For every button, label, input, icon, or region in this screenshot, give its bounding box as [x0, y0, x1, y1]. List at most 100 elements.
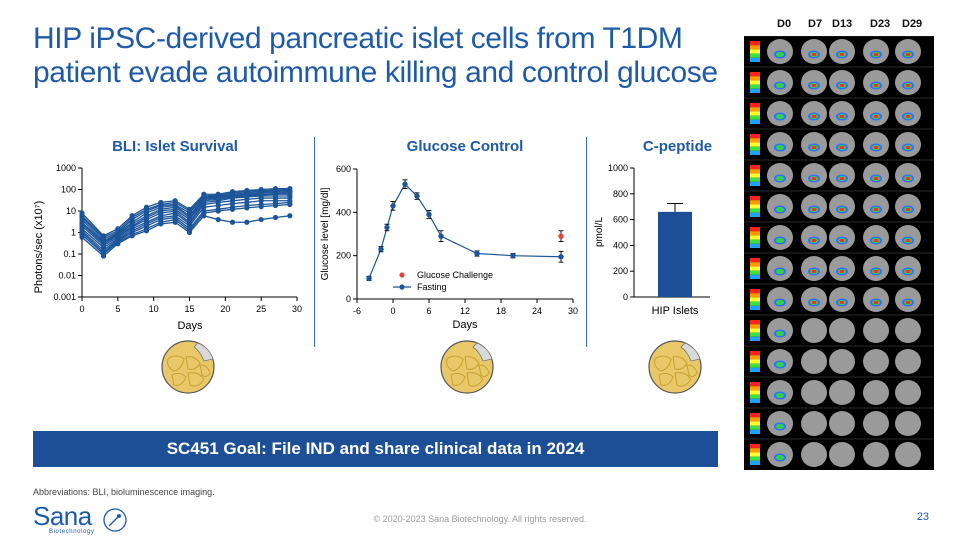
bli-data-point	[229, 206, 236, 212]
bli-signal	[873, 176, 879, 181]
mouse-silhouette	[801, 411, 827, 436]
y-tick-label: 1000	[608, 163, 628, 173]
bli-data-point	[143, 228, 150, 234]
bli-scale-segment	[750, 324, 760, 329]
bli-signal	[776, 454, 784, 461]
cpeptide-bar	[658, 211, 692, 297]
x-tick-label: -6	[353, 306, 361, 316]
bli-data-point	[201, 204, 207, 210]
sana-logo: Sana Biotechnology	[33, 501, 127, 535]
legend-label-fasting: Fasting	[417, 282, 447, 292]
bli-data-point	[186, 229, 193, 236]
glucose-data-point	[378, 246, 384, 252]
x-tick-label: 0	[390, 306, 395, 316]
bli-scale-segment	[750, 332, 760, 337]
day-label: D7	[808, 18, 823, 30]
bli-scale-segment	[750, 243, 760, 248]
bli-scale-segment	[750, 270, 760, 275]
bli-scale-segment	[750, 107, 760, 112]
glucose-data-point	[438, 233, 444, 239]
bli-scale-segment	[750, 84, 760, 89]
bli-scale-segment	[750, 293, 760, 298]
bli-signal	[873, 145, 879, 150]
bli-scale-segment	[750, 398, 760, 403]
y-tick-label: 0.001	[53, 292, 76, 302]
bli-scale-segment	[750, 150, 760, 155]
bli-scale-segment	[750, 274, 760, 279]
bli-data-point	[229, 219, 236, 225]
bli-signal	[776, 299, 784, 306]
bli-scale-segment	[750, 425, 760, 430]
bli-scale-segment	[750, 138, 760, 143]
legend-marker-fasting	[399, 284, 405, 290]
mouse-silhouette	[895, 411, 921, 436]
glucose-panel-title: Glucose Control	[406, 138, 524, 155]
bli-data-point	[244, 205, 250, 211]
day-label: D13	[832, 18, 853, 30]
bli-scale-segment	[750, 76, 760, 81]
bli-data-point	[215, 208, 221, 214]
y-tick-label: 0	[346, 294, 351, 304]
bli-scale-segment	[750, 119, 760, 124]
mouse-silhouette	[801, 318, 827, 343]
bli-scale-segment	[750, 72, 760, 77]
bli-data-point	[100, 253, 107, 259]
slide-title-line-2: patient evade autoimmune killing and con…	[33, 56, 718, 89]
bli-signal	[811, 114, 817, 119]
bli-scale-segment	[750, 390, 760, 395]
bli-data-point	[215, 216, 221, 223]
slide-title-line-1: HIP iPSC-derived pancreatic islet cells …	[33, 22, 683, 55]
bli-signal	[811, 83, 817, 88]
bli-signal	[873, 83, 879, 88]
x-tick-label: 6	[426, 306, 431, 316]
panel-divider-2	[586, 137, 587, 347]
y-tick-label: 0	[623, 292, 628, 302]
bli-scale-segment	[750, 421, 760, 426]
x-tick-label: 20	[220, 304, 230, 314]
bli-signal	[776, 268, 784, 275]
bli-signal	[873, 238, 879, 243]
bli-signal	[811, 269, 817, 274]
x-tick-label: 10	[149, 304, 159, 314]
bli-signal	[811, 145, 817, 150]
bli-data-point	[129, 233, 135, 239]
bli-scale-segment	[750, 386, 760, 391]
bli-scale-segment	[750, 165, 760, 170]
y-tick-label: 200	[336, 251, 351, 261]
bli-signal	[811, 176, 817, 181]
y-tick-label: 600	[336, 164, 351, 174]
bli-scale-segment	[750, 289, 760, 294]
bli-signal	[776, 330, 784, 337]
x-tick-label: 12	[460, 306, 470, 316]
y-tick-label: 800	[613, 189, 628, 199]
bli-scale-segment	[750, 239, 760, 244]
bli-signal	[776, 423, 784, 430]
bli-day-labels: D0 D7 D13 D23 D29	[744, 18, 934, 32]
bli-signal	[839, 52, 845, 57]
bli-data-point	[272, 202, 279, 209]
bli-scale-segment	[750, 181, 760, 186]
bli-signal	[873, 269, 879, 274]
x-tick-label: 25	[256, 304, 266, 314]
glucose-legend: Glucose Challenge Fasting	[393, 270, 493, 292]
y-tick-label: 0.1	[63, 249, 76, 259]
y-tick-label: 400	[336, 207, 351, 217]
bli-signal	[776, 144, 784, 151]
x-tick-label: 0	[79, 304, 84, 314]
bli-signal	[905, 300, 911, 305]
glucose-data-point	[510, 252, 516, 259]
glucose-y-axis-label: Glucose level [mg/dl]	[320, 187, 331, 280]
bli-signal	[905, 269, 911, 274]
glucose-data-point	[558, 254, 564, 260]
bli-scale-segment	[750, 235, 760, 240]
bli-scale-segment	[750, 177, 760, 182]
y-tick-label: 100	[61, 185, 76, 195]
bli-scale-segment	[750, 413, 760, 418]
bli-signal	[905, 145, 911, 150]
bli-panel-title: BLI: Islet Survival	[112, 138, 238, 155]
bli-scale-segment	[750, 173, 760, 178]
bli-scale-segment	[750, 88, 760, 93]
x-tick-label: 30	[292, 304, 302, 314]
bli-signal	[776, 113, 784, 120]
